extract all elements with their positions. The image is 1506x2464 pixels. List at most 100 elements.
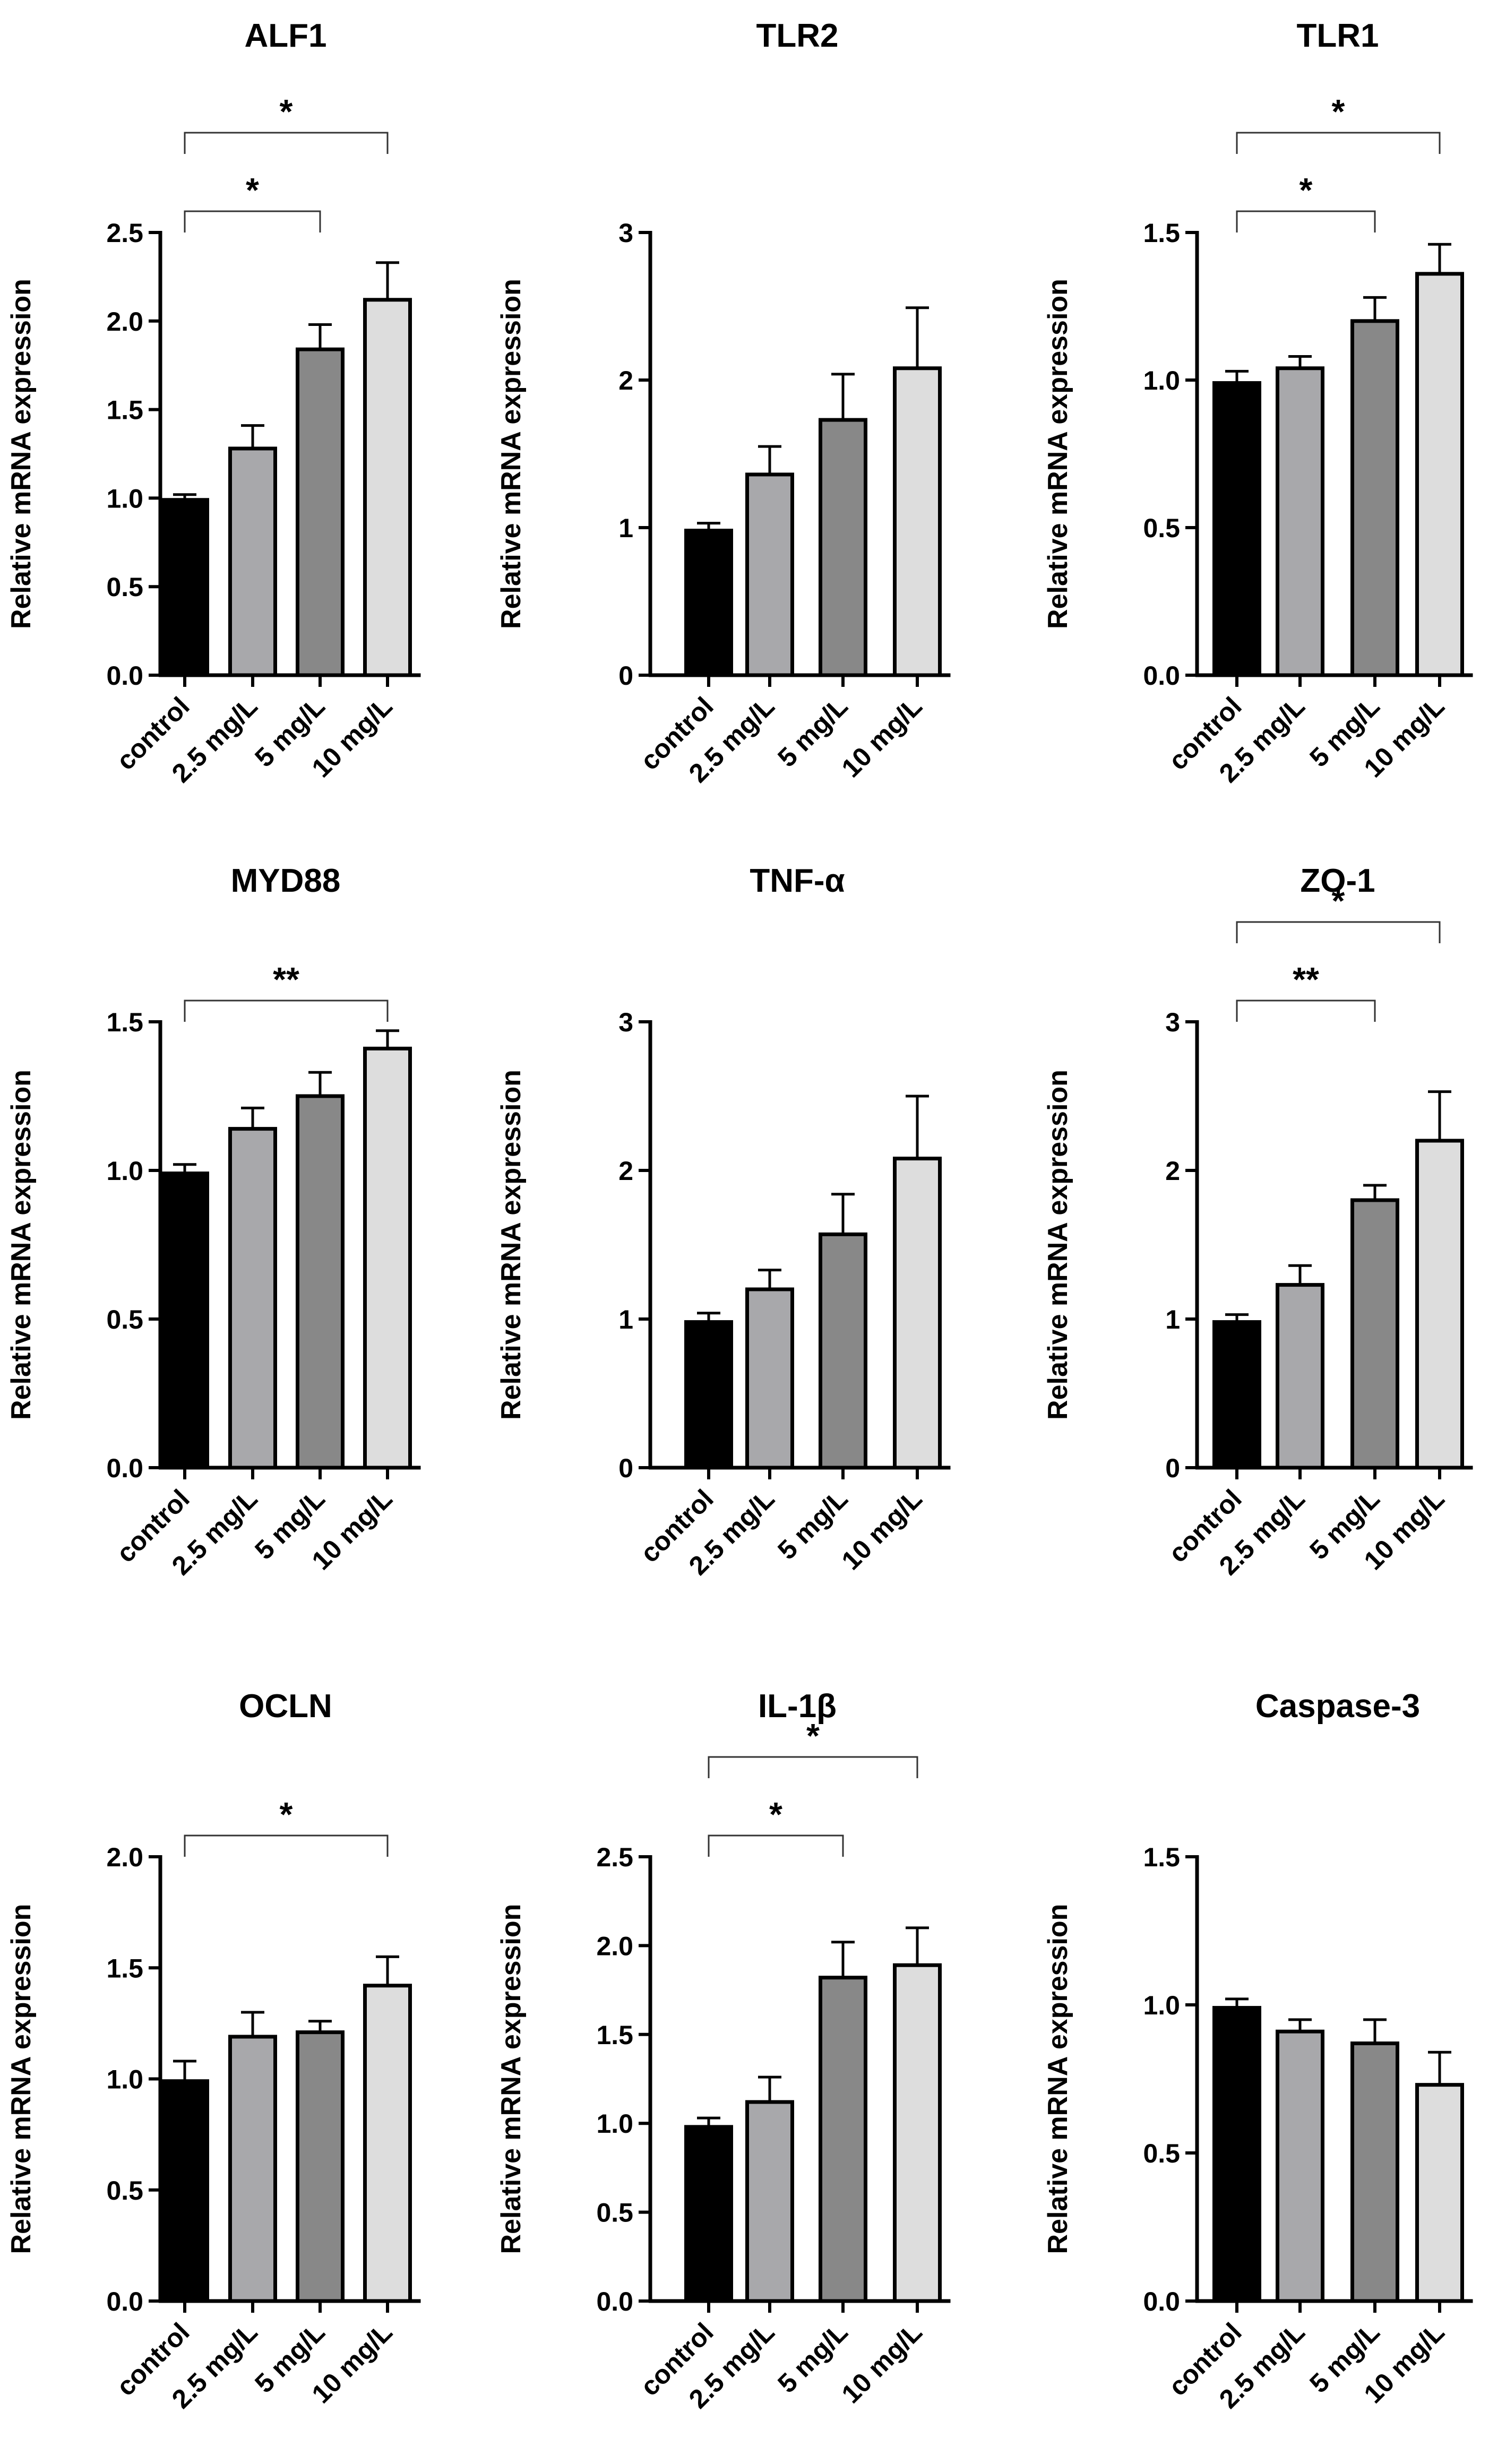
significance-label: *: [1332, 92, 1345, 131]
y-tick-label: 0.5: [1143, 513, 1180, 543]
bar-3: [296, 2030, 345, 2303]
bar-4: [1415, 272, 1464, 677]
bar-3: [1350, 319, 1399, 677]
bar-4: [893, 1157, 942, 1470]
y-tick-label: 1.5: [596, 2020, 633, 2050]
y-tick-label: 2.5: [106, 218, 143, 248]
y-tick-label: 1.5: [106, 1007, 143, 1037]
y-tick-label: 2: [1165, 1156, 1180, 1186]
significance-label: *: [280, 92, 293, 131]
y-tick-label: 0.5: [106, 2176, 143, 2205]
significance-bracket: [184, 1000, 389, 1022]
bar-3: [296, 1094, 345, 1470]
bar-2: [228, 446, 277, 677]
y-tick-label: 3: [618, 1007, 633, 1037]
y-tick-label: 1.5: [106, 1953, 143, 1983]
y-axis-label: Relative mRNA expression: [496, 279, 527, 629]
y-tick-label: 1: [618, 513, 633, 543]
significance-label: **: [273, 960, 299, 998]
significance-bracket: [184, 1834, 389, 1857]
y-tick-label: 1.0: [596, 2109, 633, 2139]
x-tick-label: 10 mg/L: [836, 2317, 928, 2409]
bar-1: [684, 1320, 733, 1470]
y-tick-label: 1: [618, 1305, 633, 1334]
bar-2: [228, 2035, 277, 2303]
y-tick-label: 1.0: [106, 1156, 143, 1186]
bar-3: [1350, 1198, 1399, 1470]
y-tick-label: 0.5: [596, 2198, 633, 2228]
y-axis-label: Relative mRNA expression: [496, 1904, 527, 2254]
significance-bracket: [1236, 132, 1441, 154]
panel-8: IL-1β Relative mRNA expression 0.0 0.5 1.0 1.…: [496, 1688, 951, 2414]
y-tick-label: 0: [1165, 1453, 1180, 1483]
bar-1: [1212, 381, 1261, 677]
y-axis-label: Relative mRNA expression: [6, 1904, 37, 2254]
bar-3: [1350, 2041, 1399, 2303]
y-tick-label: 0.0: [1143, 2287, 1180, 2316]
panel-3: TLR1 Relative mRNA expression 0.0 0.5 1.0 1.5…: [1043, 18, 1473, 788]
significance-label: *: [246, 171, 259, 209]
y-tick-label: 0.0: [596, 2287, 633, 2316]
panel-title: IL-1β: [758, 1688, 837, 1725]
y-tick-label: 1: [1165, 1305, 1180, 1334]
bar-1: [160, 498, 209, 677]
panel-title: TNF-α: [750, 863, 845, 899]
y-axis-label: Relative mRNA expression: [6, 279, 37, 629]
bar-4: [363, 1046, 412, 1470]
y-tick-label: 2.0: [106, 307, 143, 337]
x-tick-label: 10 mg/L: [836, 691, 928, 783]
significance-label: **: [1293, 960, 1319, 998]
y-tick-label: 1.5: [1143, 1842, 1180, 1872]
y-axis-label: Relative mRNA expression: [1043, 1904, 1073, 2254]
y-tick-label: 0.0: [106, 661, 143, 691]
bar-1: [1212, 1320, 1261, 1470]
significance-label: *: [280, 1795, 293, 1833]
bar-4: [893, 1963, 942, 2303]
panel-title: ZO-1: [1300, 863, 1375, 899]
y-tick-label: 0.5: [106, 1305, 143, 1334]
panel-7: OCLN Relative mRNA expression 0.0 0.5 1.0 1.5…: [6, 1688, 421, 2414]
bar-2: [745, 2100, 794, 2303]
y-axis-label: Relative mRNA expression: [6, 1070, 37, 1420]
bar-4: [363, 298, 412, 677]
y-tick-label: 0: [618, 661, 633, 691]
bar-1: [1212, 2006, 1261, 2303]
y-tick-label: 2.0: [106, 1842, 143, 1872]
significance-bracket: [184, 132, 389, 154]
y-tick-label: 1.0: [1143, 1991, 1180, 2020]
panel-title: Caspase-3: [1255, 1688, 1420, 1725]
significance-bracket: [708, 1756, 918, 1778]
panel-title: ALF1: [245, 18, 327, 54]
significance-label: *: [1300, 171, 1313, 209]
y-axis-label: Relative mRNA expression: [496, 1070, 527, 1420]
y-tick-label: 2.0: [596, 1931, 633, 1961]
y-tick-label: 2.5: [596, 1842, 633, 1872]
significance-label: *: [806, 1717, 820, 1755]
y-tick-label: 1.0: [106, 2065, 143, 2095]
bar-3: [296, 347, 345, 677]
significance-bracket: [1236, 210, 1376, 232]
significance-bracket: [184, 210, 321, 232]
significance-label: *: [1332, 882, 1345, 920]
panel-title: OCLN: [239, 1688, 332, 1725]
bar-1: [160, 1171, 209, 1470]
bar-2: [228, 1127, 277, 1470]
y-tick-label: 3: [1165, 1007, 1180, 1037]
y-tick-label: 3: [618, 218, 633, 248]
significance-bracket: [708, 1834, 844, 1857]
significance-bracket: [1236, 1000, 1376, 1022]
bar-3: [819, 1232, 867, 1470]
bar-2: [1276, 366, 1324, 677]
significance-label: *: [769, 1795, 782, 1833]
bar-1: [684, 529, 733, 677]
bar-1: [684, 2125, 733, 2303]
y-tick-label: 1.5: [1143, 218, 1180, 248]
bar-2: [745, 472, 794, 677]
x-tick-label: 10 mg/L: [836, 1484, 928, 1575]
bar-3: [819, 1976, 867, 2303]
y-tick-label: 0.5: [106, 572, 143, 602]
significance-bracket: [1236, 921, 1441, 943]
